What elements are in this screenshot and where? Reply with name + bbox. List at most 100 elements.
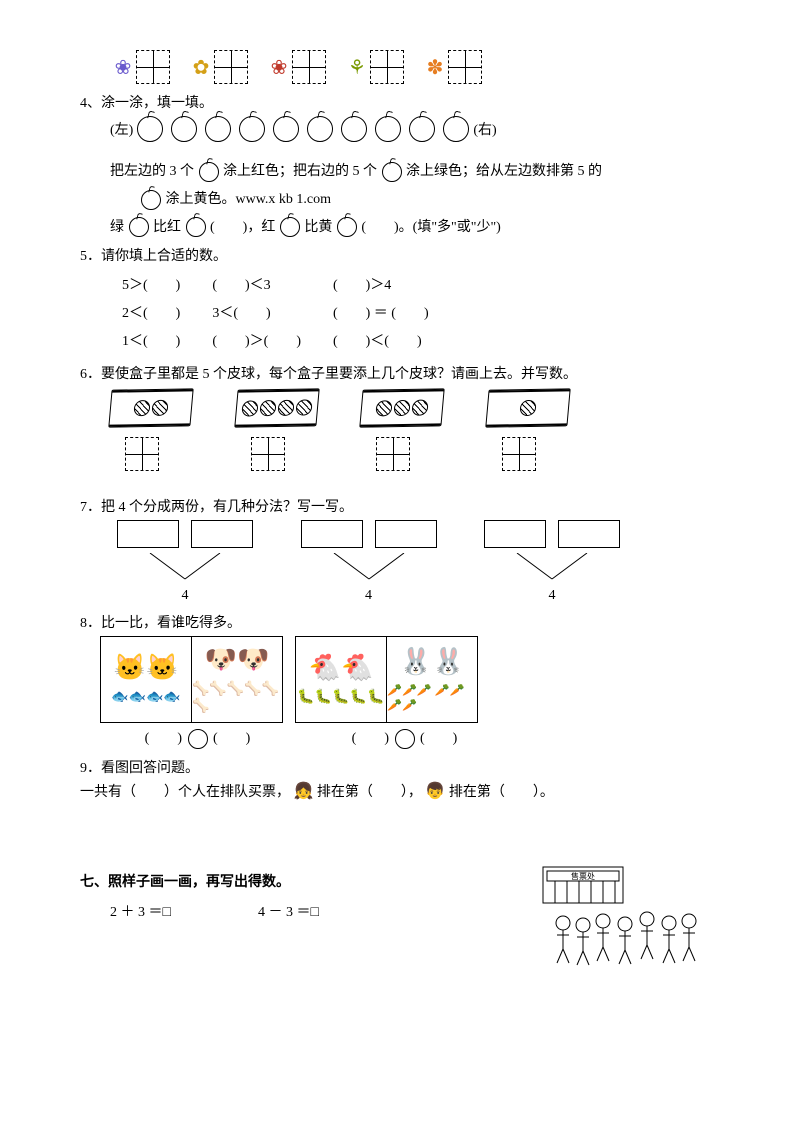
- q4-text: 涂上红色；把右边的 5 个: [223, 164, 377, 179]
- q6-boxes-row: [110, 389, 713, 476]
- q4-circles-row: (左) (右): [110, 116, 713, 142]
- compare-blank: ( ) ( ): [307, 727, 502, 749]
- q4-instruction-1: 把左边的 3 个 涂上红色；把右边的 5 个 涂上绿色；给从左边数排第 5 的: [110, 160, 713, 182]
- q5-cell: 3＜( ): [212, 299, 331, 325]
- q4-instruction-3: 绿 比红 ( )，红 比黄 ( )。(填"多"或"少"): [110, 216, 713, 238]
- q5-cell: 5＞( ): [122, 271, 210, 297]
- split-lines: [110, 553, 260, 583]
- fruit-circle: [307, 116, 333, 142]
- q4-title: 4、涂一涂，填一填。: [80, 92, 713, 112]
- q8-title: 8．比一比，看谁吃得多。: [80, 612, 713, 632]
- split-box: [117, 520, 179, 548]
- ball-box: [108, 389, 193, 428]
- eat-pair: 🐔🐔 🐛🐛🐛🐛🐛 🐰🐰 🥕🥕🥕 🥕🥕🥕🥕: [295, 636, 478, 723]
- q4-text: 把左边的 3 个: [110, 164, 194, 179]
- table-row: 2＜( ) 3＜( ) ( ) ＝ ( ): [122, 299, 459, 325]
- q4-text: 比黄: [304, 220, 332, 235]
- eat-cell: 🐰🐰 🥕🥕🥕 🥕🥕🥕🥕: [386, 637, 477, 722]
- split-box: [484, 520, 546, 548]
- compare-circle: [395, 729, 415, 749]
- count-box: [292, 50, 326, 84]
- fruit-circle: [137, 116, 163, 142]
- q9-text-b: 排在第（ ），: [317, 785, 422, 800]
- food-icons: 🥕🥕🥕 🥕🥕🥕🥕: [387, 683, 477, 713]
- ball-box: [485, 389, 570, 428]
- split-box: [301, 520, 363, 548]
- q6-box-group: [236, 389, 318, 476]
- q9-title: 9．看图回答问题。: [80, 757, 713, 777]
- table-row: 5＞( ) ( )＜3 ( )＞4: [122, 271, 459, 297]
- count-box: [136, 50, 170, 84]
- q9-text-a: 一共有（ ）个人在排队买票，: [80, 785, 290, 800]
- flower-stem-icon: ⚘: [344, 54, 370, 80]
- eat-pair: 🐱🐱 🐟🐟🐟🐟 🐶🐶 🦴🦴🦴🦴🦴🦴: [100, 636, 283, 723]
- table-row: 1＜( ) ( )＞( ) ( )＜( ): [122, 327, 459, 353]
- fruit-icon: [337, 217, 357, 237]
- q8-compare-row: ( ) ( ) ( ) ( ): [100, 727, 713, 749]
- q5-cell: 1＜( ): [122, 327, 210, 353]
- q6-box-group: [361, 389, 443, 476]
- compare-blank: ( ) ( ): [100, 727, 295, 749]
- fruit-icon: [382, 162, 402, 182]
- q4-left-label: (左): [110, 119, 133, 139]
- split-group: 4: [477, 520, 627, 604]
- q4-text: 涂上绿色；给从左边数排第 5 的: [406, 164, 602, 179]
- flower-red-icon: ❀: [266, 54, 292, 80]
- q7-title: 7．把 4 个分成两份，有几种分法？写一写。: [80, 496, 713, 516]
- q5-cell: ( )＜3: [212, 271, 331, 297]
- fruit-circle: [239, 116, 265, 142]
- q9-text-c: 排在第（ ）。: [449, 785, 554, 800]
- q4-text: ( )，红: [210, 220, 275, 235]
- split-box: [375, 520, 437, 548]
- split-total: 4: [294, 588, 444, 604]
- split-group: 4: [110, 520, 260, 604]
- fruit-circle: [409, 116, 435, 142]
- fruit-circle: [341, 116, 367, 142]
- split-total: 4: [477, 588, 627, 604]
- answer-box: [251, 437, 285, 471]
- answer-box: [376, 437, 410, 471]
- animal-icons: 🐶🐶: [205, 645, 270, 675]
- compare-circle: [188, 729, 208, 749]
- q4-instruction-2: 涂上黄色。www.x kb 1.com: [140, 188, 713, 210]
- food-icons: 🐛🐛🐛🐛🐛: [297, 689, 384, 706]
- q7-row: 4 4 4: [110, 520, 713, 604]
- ball-box: [359, 389, 444, 428]
- q5-title: 5．请你填上合适的数。: [80, 245, 713, 265]
- animal-icons: 🐔🐔: [309, 653, 374, 683]
- q5-cell: ( )＞( ): [212, 327, 331, 353]
- split-box: [191, 520, 253, 548]
- q4-text: 绿: [110, 220, 124, 235]
- fruit-icon: [141, 190, 161, 210]
- q8-row: 🐱🐱 🐟🐟🐟🐟 🐶🐶 🦴🦴🦴🦴🦴🦴 🐔🐔 🐛🐛🐛🐛🐛 🐰🐰 🥕🥕🥕 🥕🥕🥕🥕: [100, 636, 478, 723]
- split-lines: [477, 553, 627, 583]
- count-box: [214, 50, 248, 84]
- q6-title: 6．要使盒子里都是 5 个皮球，每个盒子里要添上几个皮球？请画上去。并写数。: [80, 363, 713, 383]
- q5-cell: ( )＜( ): [333, 327, 459, 353]
- q5-cell: ( ) ＝ ( ): [333, 299, 459, 325]
- ball-box: [234, 389, 319, 428]
- example-2: 4 － 3 ＝□: [258, 905, 319, 920]
- animal-icons: 🐰🐰: [400, 647, 465, 677]
- svg-text:售票处: 售票处: [571, 871, 595, 881]
- split-group: 4: [294, 520, 444, 604]
- flower-orange-icon: ✽: [422, 54, 448, 80]
- split-box: [558, 520, 620, 548]
- q5-table: 5＞( ) ( )＜3 ( )＞4 2＜( ) 3＜( ) ( ) ＝ ( ) …: [120, 269, 461, 355]
- answer-box: [125, 437, 159, 471]
- flower-yellow-icon: ✿: [188, 54, 214, 80]
- flower-purple-icon: ❀: [110, 54, 136, 80]
- q4-text: ( )。(填"多"或"少"): [361, 220, 501, 235]
- q4-text: 比红: [153, 220, 181, 235]
- count-box: [370, 50, 404, 84]
- q5-cell: 2＜( ): [122, 299, 210, 325]
- q5-cell: ( )＞4: [333, 271, 459, 297]
- eat-cell: 🐱🐱 🐟🐟🐟🐟: [101, 637, 191, 722]
- person-b-icon: 👦: [425, 783, 445, 800]
- q6-box-group: [110, 389, 192, 476]
- example-1: 2 ＋ 3 ＝□: [110, 905, 171, 920]
- queue-illustration: 售票处: [533, 861, 703, 971]
- split-total: 4: [110, 588, 260, 604]
- eat-cell: 🐔🐔 🐛🐛🐛🐛🐛: [296, 637, 386, 722]
- food-icons: 🦴🦴🦴🦴🦴🦴: [192, 681, 282, 715]
